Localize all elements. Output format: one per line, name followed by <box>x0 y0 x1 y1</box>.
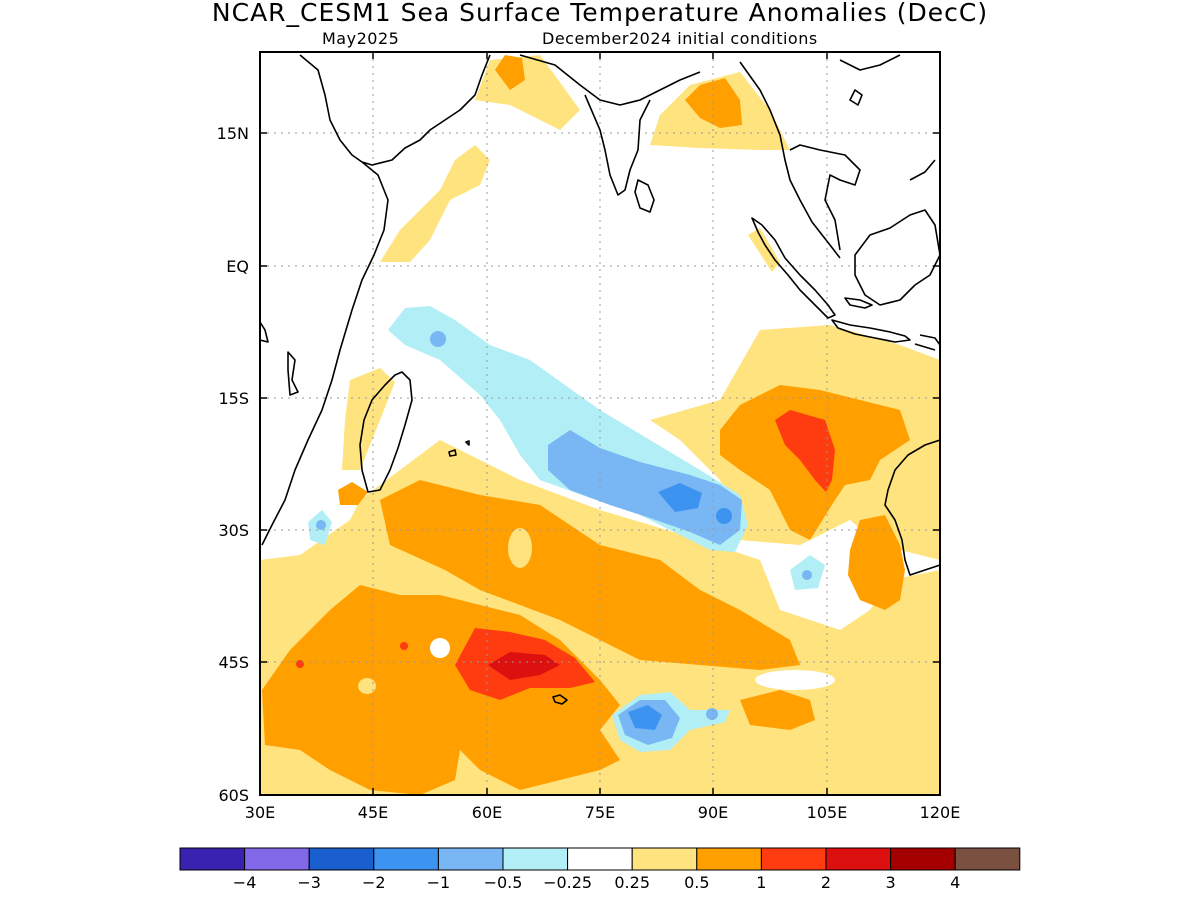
anomaly-gap-3 <box>430 638 450 658</box>
anomaly-spot-blue-4 <box>706 708 718 720</box>
y-tick-label: 45S <box>218 653 249 672</box>
anomaly-spot-darkblue-1 <box>716 508 732 524</box>
anomaly-region-northwest-yellow <box>475 55 580 130</box>
colorbar-label: 0.25 <box>614 873 650 892</box>
colorbar-label: −4 <box>233 873 257 892</box>
coastline-kerguelen <box>552 694 568 705</box>
colorbar-swatch <box>502 847 569 871</box>
colorbar-swatch <box>825 847 892 871</box>
anomaly-region-central-blue <box>548 430 742 545</box>
colorbar-label: 1 <box>756 873 766 892</box>
anomaly-region-sumatra-yellow <box>748 228 780 272</box>
y-axis-labels: 15N EQ 15S 30S 45S 60S <box>217 124 249 805</box>
coastline-sri-lanka <box>634 179 655 213</box>
colorbar-swatch <box>890 847 956 871</box>
colorbar-label: −2 <box>362 873 386 892</box>
anomaly-gap-2 <box>508 528 532 568</box>
colorbar-swatch <box>179 847 246 871</box>
x-tick-label: 75E <box>585 803 615 822</box>
anomaly-region-central-orange <box>648 570 678 590</box>
x-tick-label: 45E <box>358 803 388 822</box>
colorbar-swatch <box>244 847 310 871</box>
y-tick-label: 15S <box>218 389 249 408</box>
anomaly-spot-red-2 <box>400 642 408 650</box>
anomaly-region-australia-orange <box>848 515 905 610</box>
y-tick-label: EQ <box>226 257 249 276</box>
colorbar-swatch <box>760 847 827 871</box>
colorbar-swatch <box>696 847 762 871</box>
x-tick-label: 30E <box>245 803 275 822</box>
colorbar-label: 4 <box>950 873 960 892</box>
initial-conditions-label: December2024 initial conditions <box>542 29 818 48</box>
anomaly-spot-blue-1 <box>430 331 446 347</box>
colorbar-swatch <box>567 847 633 871</box>
x-axis-labels: 30E 45E 60E 75E 90E 105E 120E <box>245 803 961 822</box>
coastline-islands <box>844 297 940 351</box>
coastline-australia <box>884 439 940 576</box>
anomaly-region-madagascar-yellow <box>342 368 395 470</box>
colorbar-swatch <box>373 847 439 871</box>
colorbar-label: −3 <box>297 873 321 892</box>
colorbar <box>179 847 1021 871</box>
anomaly-region-central-darkblue <box>658 483 702 512</box>
anomaly-spot-blue-2 <box>802 570 812 580</box>
colorbar-swatch <box>437 847 504 871</box>
colorbar-swatch <box>631 847 698 871</box>
coastline-africa-east <box>287 351 299 396</box>
coastline-horn <box>260 321 269 343</box>
coastline-sumatra <box>751 217 836 319</box>
x-tick-label: 90E <box>698 803 728 822</box>
anomaly-region-south-darkblue <box>628 705 662 730</box>
coastline-borneo <box>854 209 940 306</box>
coastlines <box>260 54 940 705</box>
anomaly-region-south-darkred <box>488 652 560 680</box>
anomaly-spot-blue-3 <box>316 520 326 530</box>
colorbar-label: 0.5 <box>684 873 709 892</box>
y-tick-label: 15N <box>217 124 249 143</box>
colorbar-label: 3 <box>886 873 896 892</box>
coastline-mascarene <box>448 440 470 457</box>
axis-ticks <box>260 52 940 795</box>
colorbar-label: 2 <box>821 873 831 892</box>
anomaly-spot-red-1 <box>296 660 304 668</box>
colorbar-label: −1 <box>427 873 451 892</box>
coastline-indochina <box>849 89 936 181</box>
colorbar-swatch <box>308 847 375 871</box>
x-tick-label: 60E <box>472 803 502 822</box>
anomaly-gap-1 <box>358 678 376 694</box>
anomaly-region-south-orange <box>380 480 800 670</box>
map-title: NCAR_CESM1 Sea Surface Temperature Anoma… <box>211 0 989 27</box>
y-tick-label: 60S <box>218 786 249 805</box>
coastline-southeast-asia <box>739 54 901 259</box>
coastline-madagascar <box>359 371 413 493</box>
coastline-africa <box>261 54 491 546</box>
anomaly-region-mozambique-orange <box>338 482 368 505</box>
anomaly-region-arabian-orange <box>495 55 525 90</box>
y-tick-label: 30S <box>218 521 249 540</box>
x-tick-label: 105E <box>807 803 848 822</box>
coastline-india <box>519 54 701 196</box>
colorbar-labels: −4 −3 −2 −1 −0.5 −0.25 0.25 0.5 1 2 3 4 <box>233 873 960 892</box>
anomaly-field <box>260 55 940 795</box>
x-tick-label: 120E <box>920 803 961 822</box>
coastline-java <box>831 319 911 343</box>
colorbar-label: −0.5 <box>484 873 523 892</box>
forecast-month-label: May2025 <box>322 29 400 48</box>
anomaly-gap-4 <box>755 670 835 690</box>
colorbar-label: −0.25 <box>543 873 592 892</box>
anomaly-region-arabian-yellow <box>380 145 490 262</box>
anomaly-region-southeast-orange <box>740 690 815 730</box>
colorbar-swatch <box>954 847 1021 871</box>
anomaly-region-east-red <box>775 410 835 492</box>
